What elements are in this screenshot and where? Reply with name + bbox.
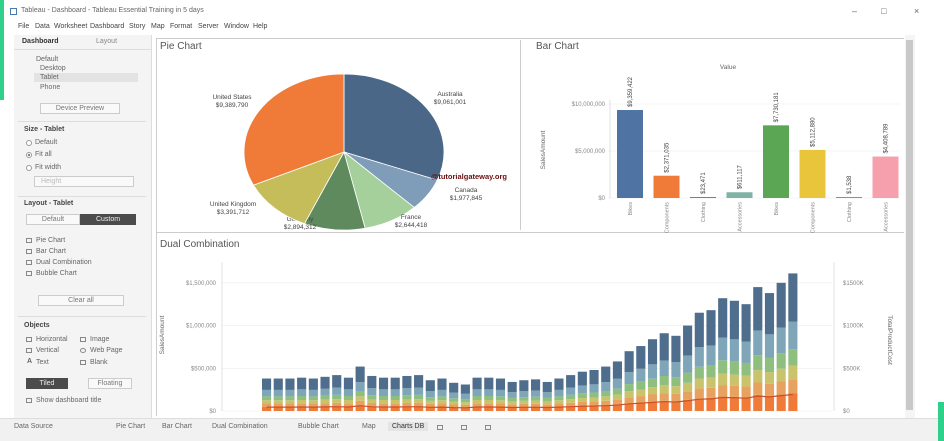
- object-horizontal[interactable]: Horizontal: [36, 336, 68, 343]
- sheet-icon: [26, 271, 32, 276]
- size-fit-all-label: Fit all: [35, 151, 52, 158]
- layout-header: Layout - Tablet: [24, 200, 74, 207]
- sheet-icon: [26, 238, 32, 243]
- show-title-checkbox[interactable]: [26, 398, 32, 403]
- size-divider: [18, 121, 146, 122]
- menu-data[interactable]: Data: [35, 23, 50, 30]
- device-desktop[interactable]: Desktop: [40, 65, 66, 72]
- menu-bar: File Data Worksheet Dashboard Story Map …: [0, 22, 944, 34]
- scrollbar-thumb[interactable]: [906, 40, 913, 410]
- floating-button[interactable]: Floating: [88, 378, 132, 389]
- size-dropdown[interactable]: Height: [34, 176, 134, 187]
- tiled-button[interactable]: Tiled: [26, 378, 68, 389]
- device-selected-highlight: [34, 73, 138, 82]
- show-title-label: Show dashboard title: [36, 397, 102, 404]
- size-default-radio[interactable]: [26, 140, 32, 146]
- menu-story[interactable]: Story: [129, 23, 146, 30]
- menu-worksheet[interactable]: Worksheet: [54, 23, 88, 30]
- object-blank[interactable]: Blank: [90, 359, 108, 366]
- device-preview-button[interactable]: Device Preview: [40, 103, 120, 114]
- layout-default-button[interactable]: Default: [26, 214, 80, 225]
- close-button[interactable]: ×: [914, 6, 920, 16]
- menu-window[interactable]: Window: [224, 23, 249, 30]
- size-fit-width-radio[interactable]: [26, 165, 32, 171]
- sheet-icon: [26, 249, 32, 254]
- size-header: Size - Tablet: [24, 126, 65, 133]
- text-icon: A: [27, 358, 33, 365]
- size-default-label: Default: [35, 139, 58, 146]
- horizontal-icon: [26, 337, 32, 342]
- blank-icon: [80, 360, 86, 365]
- tab-layout[interactable]: Layout: [96, 38, 118, 45]
- data-source-tab[interactable]: Data Source: [14, 423, 53, 430]
- device-phone[interactable]: Phone: [40, 84, 61, 91]
- bottom-accent-bar: [938, 402, 944, 441]
- objects-header: Objects: [24, 322, 50, 329]
- objects-divider: [18, 316, 146, 317]
- new-dashboard-icon[interactable]: [461, 425, 467, 430]
- minimize-button[interactable]: –: [852, 6, 858, 16]
- sheet-item-bubble-chart[interactable]: Bubble Chart: [36, 270, 77, 277]
- size-fit-all-radio[interactable]: [26, 152, 32, 158]
- tab-divider: [14, 49, 152, 50]
- window-title: Tableau - Dashboard - Tableau Essential …: [21, 7, 204, 14]
- object-image[interactable]: Image: [90, 336, 110, 343]
- sheet-tab-bar: [0, 418, 944, 441]
- menu-server[interactable]: Server: [198, 23, 219, 30]
- sheet-tab-dual-combination[interactable]: Dual Combination: [212, 423, 268, 430]
- web-page-icon: [80, 348, 86, 353]
- sheet-item-dual-combination[interactable]: Dual Combination: [36, 259, 92, 266]
- maximize-button[interactable]: □: [881, 6, 887, 16]
- image-icon: [80, 337, 86, 342]
- vertical-icon: [26, 348, 32, 353]
- dual-combination-title: Dual Combination: [160, 239, 240, 250]
- layout-custom-button[interactable]: Custom: [80, 214, 136, 225]
- new-story-icon[interactable]: [485, 425, 491, 430]
- dashboard-border-top: [156, 38, 904, 39]
- app-icon: [10, 8, 17, 15]
- device-default[interactable]: Default: [36, 56, 59, 63]
- menu-map[interactable]: Map: [151, 23, 165, 30]
- dashboard-side-panel: [14, 35, 152, 418]
- sheet-tab-map[interactable]: Map: [362, 423, 376, 430]
- menu-dashboard[interactable]: Dashboard: [90, 23, 125, 30]
- object-web-page[interactable]: Web Page: [90, 347, 123, 354]
- layout-divider: [18, 196, 146, 197]
- object-text[interactable]: Text: [36, 359, 49, 366]
- title-bar: Tableau - Dashboard - Tableau Essential …: [0, 0, 944, 22]
- object-vertical[interactable]: Vertical: [36, 347, 59, 354]
- sheet-item-bar-chart[interactable]: Bar Chart: [36, 248, 66, 255]
- dashboard-tab-active[interactable]: Charts DB: [388, 422, 429, 431]
- top-bottom-separator: [156, 232, 904, 233]
- sheet-icon: [26, 260, 32, 265]
- menu-help[interactable]: Help: [253, 23, 268, 30]
- sheet-tab-bubble-chart[interactable]: Bubble Chart: [298, 423, 339, 430]
- dashboard-canvas: [153, 35, 905, 418]
- tab-dashboard[interactable]: Dashboard: [22, 38, 59, 45]
- sheet-tab-pie-chart[interactable]: Pie Chart: [116, 423, 146, 430]
- dashboard-border-left: [156, 38, 157, 416]
- sheet-tab-bar-chart[interactable]: Bar Chart: [162, 423, 192, 430]
- pie-chart-title: Pie Chart: [160, 41, 202, 52]
- bar-chart-title: Bar Chart: [536, 41, 579, 52]
- clear-all-button[interactable]: Clear all: [38, 295, 124, 306]
- pie-bar-separator: [520, 40, 521, 230]
- menu-file[interactable]: File: [18, 23, 30, 30]
- new-sheet-icon[interactable]: [437, 425, 443, 430]
- device-tablet[interactable]: Tablet: [40, 74, 59, 81]
- menu-format[interactable]: Format: [170, 23, 193, 30]
- left-accent-bar: [0, 0, 4, 100]
- size-fit-width-label: Fit width: [35, 164, 62, 171]
- sheet-item-pie-chart[interactable]: Pie Chart: [36, 237, 66, 244]
